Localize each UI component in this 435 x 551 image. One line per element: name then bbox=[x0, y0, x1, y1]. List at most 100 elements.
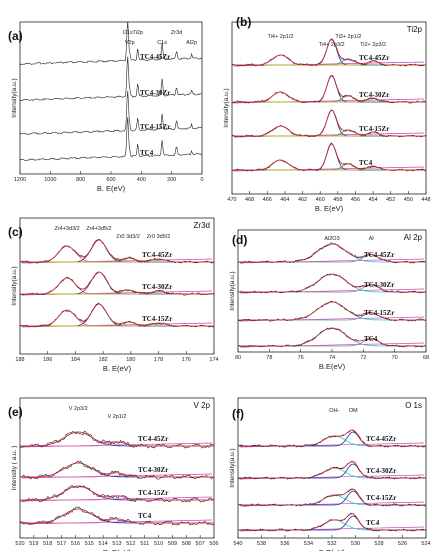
envelope-line bbox=[232, 75, 426, 103]
x-tick-label: 68 bbox=[423, 355, 429, 361]
series-TC4-45Zr: TC4-45Zr bbox=[237, 242, 427, 264]
x-tick-label: 458 bbox=[333, 197, 342, 203]
x-tick-label: 506 bbox=[209, 541, 218, 547]
raw-data-line bbox=[237, 460, 427, 480]
x-tick-label: 182 bbox=[99, 357, 108, 363]
peak-annotation: Zr4+3d5/2 bbox=[86, 226, 111, 232]
fit-component bbox=[232, 91, 426, 103]
peak-annotation: V2p bbox=[125, 40, 135, 46]
x-tick-label: 520 bbox=[15, 541, 24, 547]
x-tick-label: 517 bbox=[57, 541, 66, 547]
x-tick-label: 0 bbox=[200, 177, 203, 183]
x-tick-label: 518 bbox=[43, 541, 52, 547]
peak-annotation: Ti2+ 2p3/2 bbox=[360, 42, 386, 48]
envelope-line bbox=[20, 239, 214, 263]
sample-label: TC4-15Zr bbox=[140, 123, 170, 131]
x-tick-label: 524 bbox=[421, 541, 430, 547]
series-TC4-45Zr: TC4-45Zr bbox=[19, 238, 215, 264]
x-tick-label: 1200 bbox=[14, 177, 26, 183]
x-tick-label: 515 bbox=[85, 541, 94, 547]
x-tick-label: 509 bbox=[168, 541, 177, 547]
peak-annotation: Zr0 3d5/2 bbox=[147, 234, 171, 240]
raw-data-line bbox=[237, 273, 427, 294]
x-tick-label: 536 bbox=[280, 541, 289, 547]
panel-letter: (c) bbox=[8, 225, 23, 239]
peak-annotation: Zr0 3d3/2 bbox=[116, 234, 140, 240]
spectrum-line bbox=[19, 117, 202, 161]
panel-frame bbox=[19, 217, 215, 355]
panel-header: Al 2p bbox=[404, 233, 423, 242]
series-TC4: TC4 bbox=[231, 142, 427, 172]
x-tick-label: 511 bbox=[140, 541, 149, 547]
sample-label: TC4-15Zr bbox=[142, 315, 172, 323]
series-TC4-30Zr: TC4-30Zr bbox=[20, 460, 215, 480]
envelope-line bbox=[238, 461, 426, 479]
x-tick-label: 448 bbox=[421, 197, 430, 203]
peak-annotation: Ti4+ 2p3/2 bbox=[319, 42, 345, 48]
x-tick-label: 400 bbox=[137, 177, 146, 183]
fit-component bbox=[238, 494, 426, 506]
sample-label: TC4 bbox=[138, 512, 152, 520]
envelope-line bbox=[20, 462, 214, 478]
series-TC4: TC4 bbox=[237, 512, 427, 532]
series-TC4: TC4 bbox=[237, 327, 427, 348]
panel-f: 540 538 536 534 532 530 528 526 524 B.E(eV) Intens… bbox=[229, 397, 431, 551]
series-TC4-30Zr: TC4-30Zr bbox=[237, 273, 427, 294]
x-tick-label: 188 bbox=[15, 357, 24, 363]
envelope-line bbox=[238, 429, 426, 447]
x-tick-label: 72 bbox=[360, 355, 366, 361]
x-tick-label: 514 bbox=[99, 541, 108, 547]
panel-a: 1200 1000 800 600 400 200 0 B. E(eV) Intensity(a… bbox=[8, 21, 204, 193]
x-tick-label: 460 bbox=[316, 197, 325, 203]
x-tick-label: 454 bbox=[368, 197, 377, 203]
peak-annotation: OH- bbox=[329, 408, 339, 414]
panel-letter: (f) bbox=[232, 407, 244, 421]
fit-component bbox=[232, 159, 426, 171]
peak-annotation: Ti4+ 2p1/2 bbox=[268, 34, 294, 40]
x-tick-label: 186 bbox=[43, 357, 52, 363]
spectrum-line bbox=[19, 56, 203, 102]
sample-label: TC4-15Zr bbox=[138, 489, 168, 497]
x-tick-label: 516 bbox=[71, 541, 80, 547]
raw-data-line bbox=[237, 300, 427, 322]
panel-letter: (a) bbox=[8, 29, 23, 43]
x-axis-label: B. E(eV) bbox=[315, 204, 344, 213]
peak-annotation: V 2p1/2 bbox=[108, 414, 127, 420]
series-TC4-45Zr: TC4-45Zr bbox=[231, 38, 427, 67]
envelope-line bbox=[232, 109, 426, 137]
series-TC4-15Zr: TC4-15Zr bbox=[231, 109, 427, 138]
x-tick-label: 532 bbox=[327, 541, 336, 547]
sample-label: TC4-15Zr bbox=[364, 309, 394, 317]
fit-component bbox=[238, 519, 426, 531]
panel-letter: (d) bbox=[232, 233, 247, 247]
peak-annotation: C1s bbox=[157, 40, 167, 46]
raw-data-line bbox=[237, 242, 427, 264]
x-tick-label: 180 bbox=[126, 357, 135, 363]
y-axis-label: Intensity(a.u.) bbox=[11, 78, 18, 117]
y-axis-label: Intensity(a.u.) bbox=[223, 88, 230, 127]
x-axis-label: B.E(eV) bbox=[319, 548, 346, 551]
peak-annotation: O1s bbox=[123, 30, 133, 36]
peak-annotation: Zr4+3d3/2 bbox=[54, 226, 79, 232]
raw-data-line bbox=[19, 506, 215, 526]
x-tick-label: 464 bbox=[280, 197, 289, 203]
panel-frame bbox=[19, 21, 203, 175]
x-tick-label: 510 bbox=[154, 541, 163, 547]
y-axis-label: Intensity(a.u.) bbox=[229, 271, 236, 310]
peak-annotation: Ti3+ 2p1/2 bbox=[335, 34, 361, 40]
envelope-line bbox=[20, 303, 214, 327]
x-axis-label: B. E(eV) bbox=[103, 364, 132, 373]
fit-component bbox=[20, 303, 214, 327]
x-tick-label: 176 bbox=[182, 357, 191, 363]
envelope-line bbox=[238, 488, 426, 506]
panel-header: Zr3d bbox=[194, 221, 210, 230]
peak-annotation: Al2O3 bbox=[324, 236, 339, 242]
envelope-line bbox=[238, 273, 426, 293]
envelope-line bbox=[238, 243, 426, 263]
x-tick-label: 530 bbox=[351, 541, 360, 547]
series-TC4-15Zr: TC4-15Zr bbox=[19, 484, 215, 503]
raw-data-line bbox=[19, 484, 215, 503]
x-tick-label: 80 bbox=[235, 355, 241, 361]
fit-component bbox=[232, 125, 426, 137]
